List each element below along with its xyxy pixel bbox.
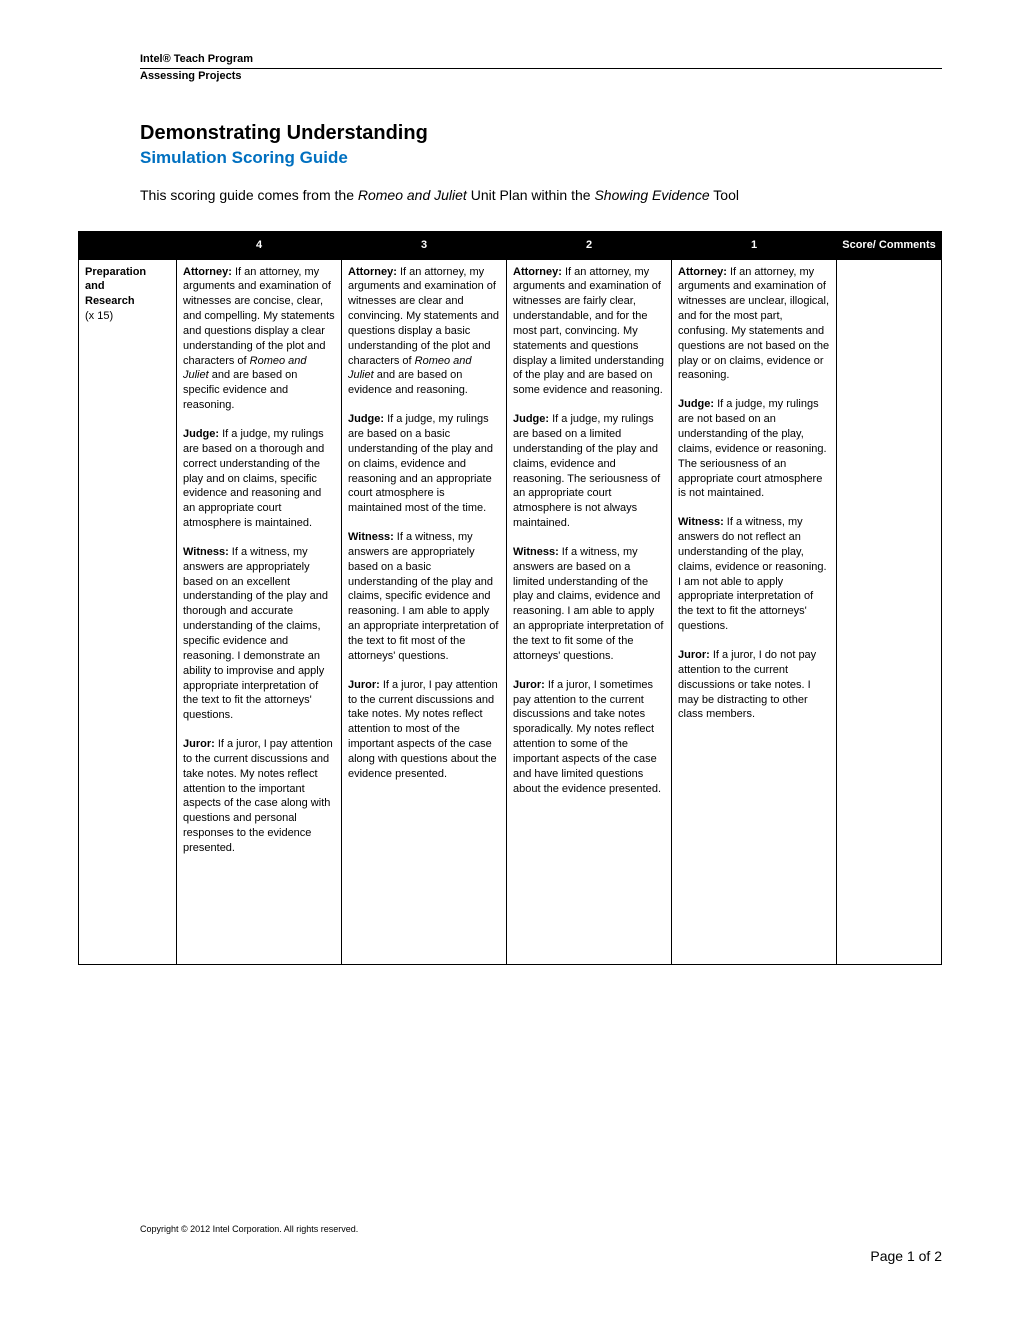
- page-number: Page 1 of 2: [140, 1248, 942, 1264]
- role-judge: Judge:: [348, 413, 384, 425]
- role-juror: Juror:: [678, 649, 710, 661]
- cell-text: If a juror, I pay attention to the curre…: [348, 679, 498, 780]
- cell-text: If an attorney, my arguments and examina…: [183, 266, 335, 367]
- col-header-2: 2: [507, 231, 672, 259]
- section-header: Assessing Projects: [140, 70, 942, 82]
- cell-text: If a witness, my answers are appropriate…: [348, 531, 498, 662]
- cell-text: If an attorney, my arguments and examina…: [513, 266, 664, 397]
- intro-text: Unit Plan within the: [467, 187, 595, 203]
- table-header-row: 4 3 2 1 Score/ Comments: [79, 231, 942, 259]
- col-header-1: 1: [672, 231, 837, 259]
- cell-score-1: Attorney: If an attorney, my arguments a…: [672, 259, 837, 964]
- intro-text: Tool: [710, 187, 739, 203]
- cell-score-comments: [837, 259, 942, 964]
- cell-text: If a juror, I sometimes pay attention to…: [513, 679, 661, 795]
- role-attorney: Attorney:: [678, 266, 727, 278]
- cell-text: If a witness, my answers do not reflect …: [678, 516, 827, 632]
- role-witness: Witness:: [348, 531, 394, 543]
- cell-text: If a witness, my answers are based on a …: [513, 546, 663, 662]
- col-header-4: 4: [177, 231, 342, 259]
- program-header: Intel® Teach Program: [140, 52, 942, 67]
- page-subtitle: Simulation Scoring Guide: [140, 148, 942, 168]
- row-weight: (x 15): [85, 310, 113, 322]
- role-attorney: Attorney:: [513, 266, 562, 278]
- role-juror: Juror:: [513, 679, 545, 691]
- col-header-3: 3: [342, 231, 507, 259]
- cell-score-3: Attorney: If an attorney, my arguments a…: [342, 259, 507, 964]
- role-attorney: Attorney:: [348, 266, 397, 278]
- copyright: Copyright © 2012 Intel Corporation. All …: [140, 1224, 942, 1234]
- role-judge: Judge:: [183, 428, 219, 440]
- row-label-cell: Preparation and Research (x 15): [79, 259, 177, 964]
- role-witness: Witness:: [678, 516, 724, 528]
- role-juror: Juror:: [183, 738, 215, 750]
- cell-text: If a witness, my answers are appropriate…: [183, 546, 328, 721]
- intro-italic-2: Showing Evidence: [594, 187, 709, 203]
- cell-text: If an attorney, my arguments and examina…: [678, 266, 829, 382]
- role-judge: Judge:: [513, 413, 549, 425]
- cell-score-2: Attorney: If an attorney, my arguments a…: [507, 259, 672, 964]
- col-header-blank: [79, 231, 177, 259]
- cell-text: If a judge, my rulings are not based on …: [678, 398, 827, 499]
- cell-text: If a judge, my rulings are based on a li…: [513, 413, 660, 529]
- table-row: Preparation and Research (x 15) Attorney…: [79, 259, 942, 964]
- cell-text: If a judge, my rulings are based on a th…: [183, 428, 324, 529]
- page-title: Demonstrating Understanding: [140, 122, 942, 145]
- cell-text: If a judge, my rulings are based on a ba…: [348, 413, 493, 514]
- role-judge: Judge:: [678, 398, 714, 410]
- role-juror: Juror:: [348, 679, 380, 691]
- row-label-line: Preparation: [85, 266, 146, 278]
- intro-italic-1: Romeo and Juliet: [358, 187, 467, 203]
- intro-text: This scoring guide comes from the: [140, 187, 358, 203]
- row-label-line: and: [85, 280, 105, 292]
- rubric-table: 4 3 2 1 Score/ Comments Preparation and …: [78, 231, 942, 965]
- cell-text: If an attorney, my arguments and examina…: [348, 266, 499, 367]
- role-witness: Witness:: [183, 546, 229, 558]
- role-attorney: Attorney:: [183, 266, 232, 278]
- intro-paragraph: This scoring guide comes from the Romeo …: [140, 186, 902, 205]
- cell-score-4: Attorney: If an attorney, my arguments a…: [177, 259, 342, 964]
- header-rule: [140, 68, 942, 69]
- role-witness: Witness:: [513, 546, 559, 558]
- cell-text: If a juror, I pay attention to the curre…: [183, 738, 333, 854]
- row-label-line: Research: [85, 295, 135, 307]
- col-header-score: Score/ Comments: [837, 231, 942, 259]
